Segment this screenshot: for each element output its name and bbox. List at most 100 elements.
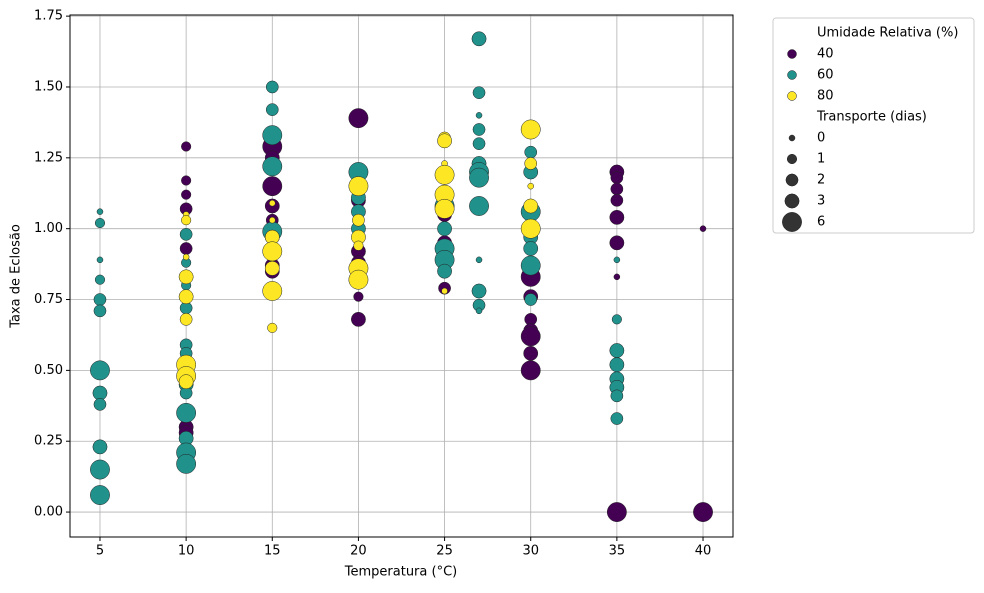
point	[96, 256, 104, 264]
point	[437, 221, 452, 237]
point	[93, 293, 107, 306]
point	[609, 235, 625, 251]
point	[176, 402, 197, 423]
point	[434, 198, 455, 219]
x-tick-label: 5	[96, 544, 104, 559]
point	[527, 182, 534, 190]
legend-marker	[787, 49, 797, 59]
legend-size-marker	[785, 173, 799, 187]
legend-label: 3	[817, 194, 825, 209]
y-tick-label: 1.25	[34, 150, 63, 165]
point	[520, 326, 541, 347]
point	[179, 313, 193, 326]
point	[94, 217, 106, 229]
point	[264, 260, 280, 276]
legend-label: 2	[817, 173, 825, 188]
point	[524, 157, 538, 170]
point	[610, 389, 624, 403]
legend-label: 80	[817, 89, 834, 104]
point	[181, 141, 192, 152]
point	[609, 343, 625, 358]
point	[520, 218, 541, 239]
point	[262, 281, 283, 301]
legend-box	[772, 17, 975, 234]
point	[181, 189, 192, 200]
point	[437, 263, 452, 279]
point	[472, 86, 486, 99]
point	[472, 123, 486, 136]
point	[178, 289, 194, 305]
point	[351, 311, 366, 327]
plot-area	[70, 15, 733, 537]
point	[469, 196, 489, 216]
point	[262, 176, 283, 197]
point	[265, 80, 279, 94]
point	[610, 412, 624, 425]
point	[181, 215, 192, 226]
point	[471, 31, 487, 47]
point	[182, 253, 190, 261]
point	[441, 287, 448, 295]
y-tick-label: 1.75	[34, 9, 63, 24]
point	[269, 216, 276, 224]
y-tick-label: 0.25	[34, 434, 63, 449]
point	[93, 398, 107, 411]
point	[178, 269, 194, 285]
point	[353, 240, 364, 251]
legend-size-marker	[786, 153, 798, 165]
point	[520, 360, 541, 381]
point	[523, 345, 539, 361]
y-tick-label: 1.50	[34, 79, 63, 94]
point	[262, 156, 283, 177]
point	[611, 314, 622, 325]
legend-title: Transporte (dias)	[816, 110, 927, 125]
point	[176, 453, 197, 474]
point	[613, 273, 621, 281]
point	[90, 485, 110, 505]
point	[96, 208, 104, 215]
point	[94, 274, 106, 285]
legend-label: 6	[817, 215, 825, 230]
point	[352, 213, 365, 227]
x-tick-label: 20	[350, 544, 367, 559]
point	[348, 269, 369, 290]
x-axis-label: Temperatura (°C)	[344, 565, 457, 580]
x-tick-label: 10	[178, 544, 195, 559]
x-tick-label: 15	[264, 544, 281, 559]
y-axis-label: Taxa de Eclosão	[9, 224, 24, 329]
x-tick-label: 35	[609, 544, 626, 559]
point	[693, 502, 713, 522]
x-tick-label: 30	[522, 544, 539, 559]
point	[475, 256, 483, 264]
point	[520, 255, 541, 276]
y-tick-label: 0.75	[34, 292, 63, 307]
point	[434, 164, 455, 185]
point	[269, 199, 276, 207]
point	[475, 307, 483, 315]
legend-size-marker	[788, 134, 796, 142]
legend-size-marker	[782, 212, 802, 232]
legend-size-marker	[784, 193, 800, 209]
point	[179, 228, 193, 241]
point	[262, 241, 283, 262]
point	[472, 137, 486, 150]
legend-marker	[787, 91, 797, 101]
point	[606, 502, 627, 522]
point	[523, 198, 539, 214]
point	[267, 322, 278, 333]
point	[262, 125, 283, 146]
y-tick-label: 1.00	[34, 221, 63, 236]
point	[353, 291, 364, 302]
point	[524, 145, 538, 159]
point	[520, 119, 541, 140]
point	[524, 293, 538, 306]
point	[265, 103, 279, 116]
point	[90, 360, 110, 381]
point	[437, 133, 452, 149]
y-tick-label: 0.50	[34, 363, 63, 378]
legend-marker	[787, 70, 797, 80]
x-tick-label: 25	[436, 544, 453, 559]
point	[92, 385, 108, 401]
